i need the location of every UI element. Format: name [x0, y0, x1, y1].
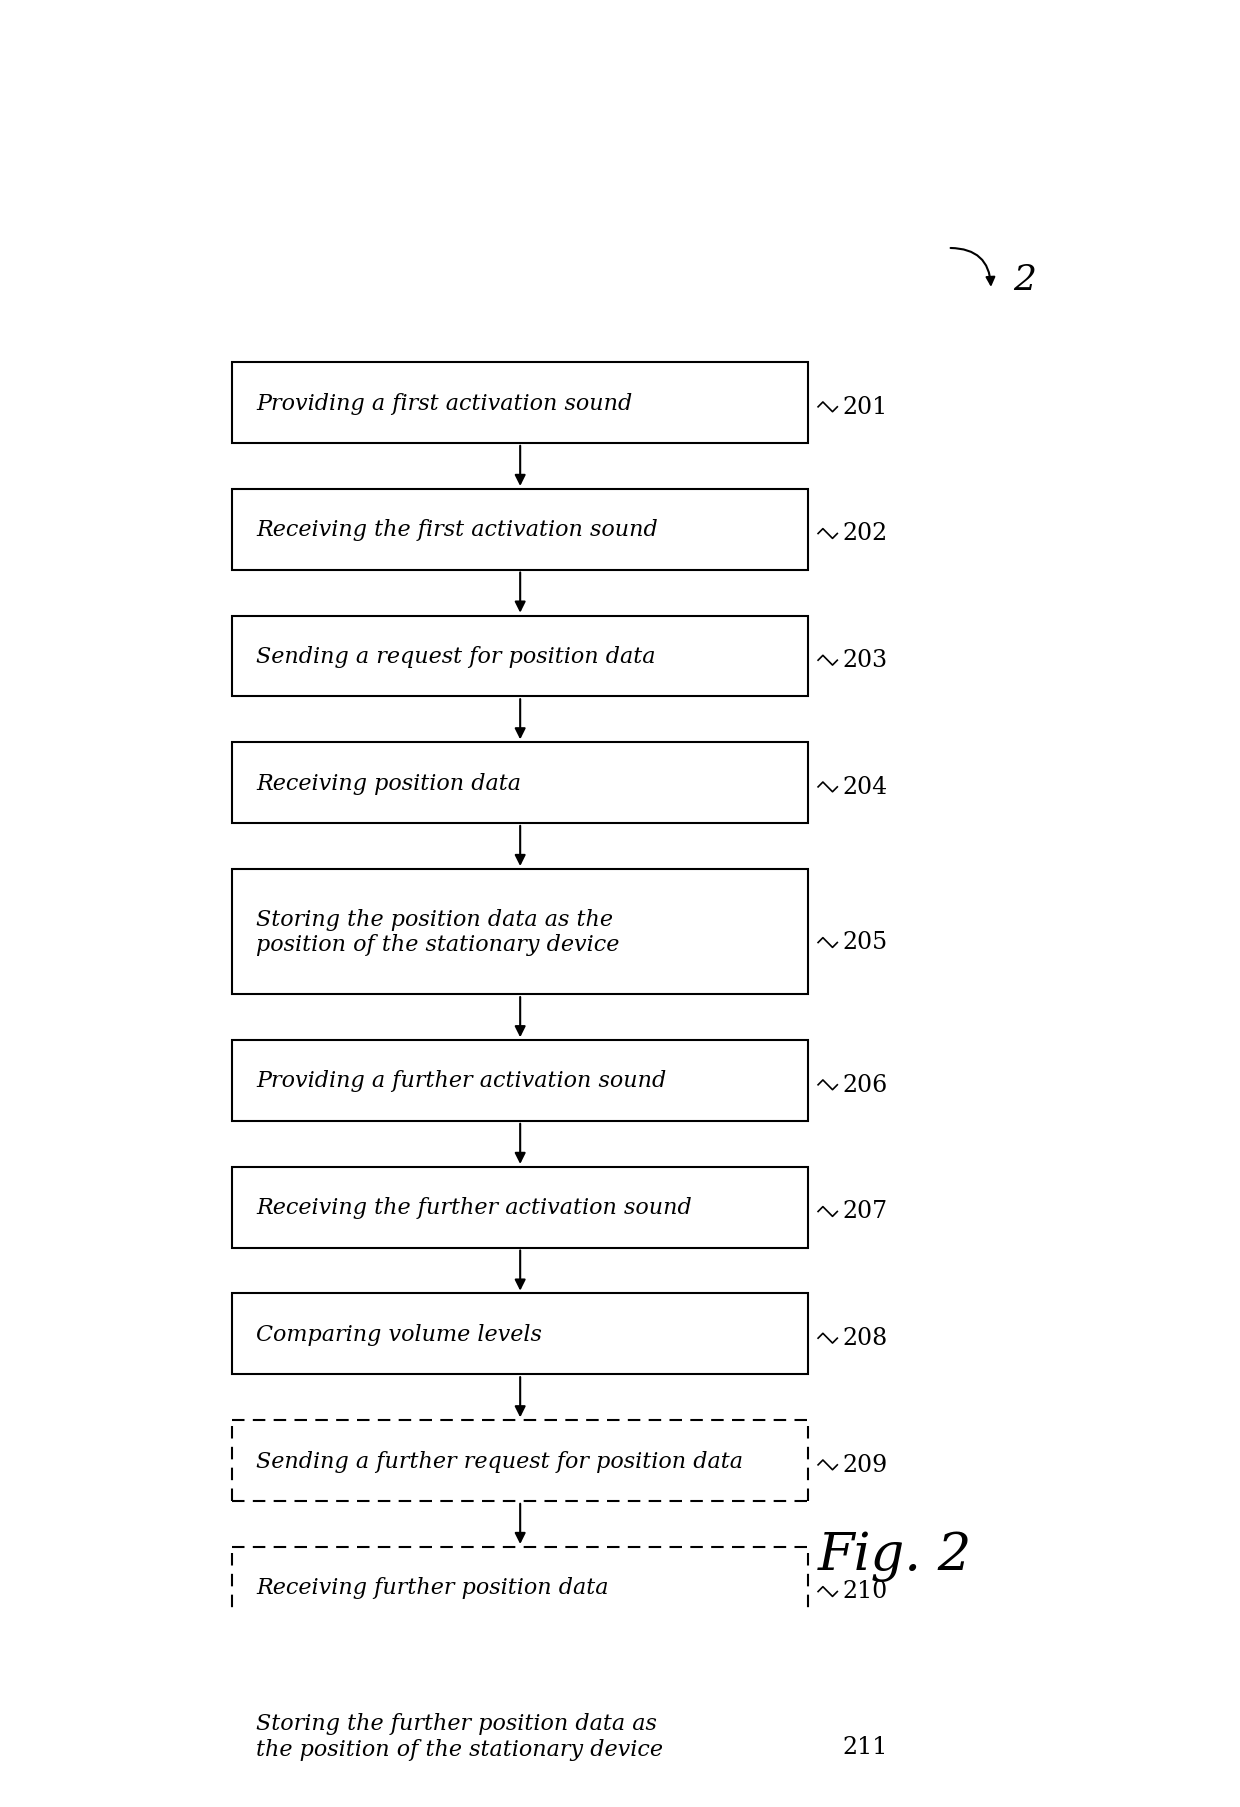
FancyArrowPatch shape: [951, 249, 994, 286]
Bar: [232, 490, 808, 571]
Text: Receiving further position data: Receiving further position data: [255, 1576, 609, 1599]
Text: 202: 202: [842, 522, 888, 546]
Text: Fig. 2: Fig. 2: [818, 1531, 972, 1581]
Text: Sending a further request for position data: Sending a further request for position d…: [255, 1449, 743, 1471]
Text: Comparing volume levels: Comparing volume levels: [255, 1323, 542, 1344]
Text: Receiving the first activation sound: Receiving the first activation sound: [255, 519, 657, 540]
Text: 209: 209: [842, 1453, 888, 1476]
Text: 206: 206: [842, 1073, 888, 1097]
Text: 211: 211: [842, 1735, 888, 1758]
Bar: [232, 1294, 808, 1375]
Text: Storing the position data as the
position of the stationary device: Storing the position data as the positio…: [255, 909, 619, 956]
Text: Providing a further activation sound: Providing a further activation sound: [255, 1070, 666, 1091]
Text: Receiving position data: Receiving position data: [255, 772, 521, 793]
Bar: [232, 743, 808, 824]
Bar: [232, 869, 808, 994]
Text: Sending a request for position data: Sending a request for position data: [255, 645, 656, 667]
Text: 208: 208: [842, 1326, 888, 1350]
Text: Storing the further position data as
the position of the stationary device: Storing the further position data as the…: [255, 1713, 663, 1760]
Text: Providing a first activation sound: Providing a first activation sound: [255, 392, 632, 414]
Bar: [232, 363, 808, 445]
Text: 201: 201: [842, 396, 888, 419]
Text: 207: 207: [842, 1200, 888, 1223]
Bar: [232, 1167, 808, 1249]
Bar: [232, 616, 808, 698]
Text: 205: 205: [842, 931, 888, 954]
Text: Receiving the further activation sound: Receiving the further activation sound: [255, 1196, 692, 1218]
Bar: [232, 1041, 808, 1120]
Text: 203: 203: [842, 649, 888, 672]
Text: 204: 204: [842, 775, 888, 799]
Text: 210: 210: [842, 1579, 888, 1603]
Text: 2: 2: [1013, 262, 1037, 296]
